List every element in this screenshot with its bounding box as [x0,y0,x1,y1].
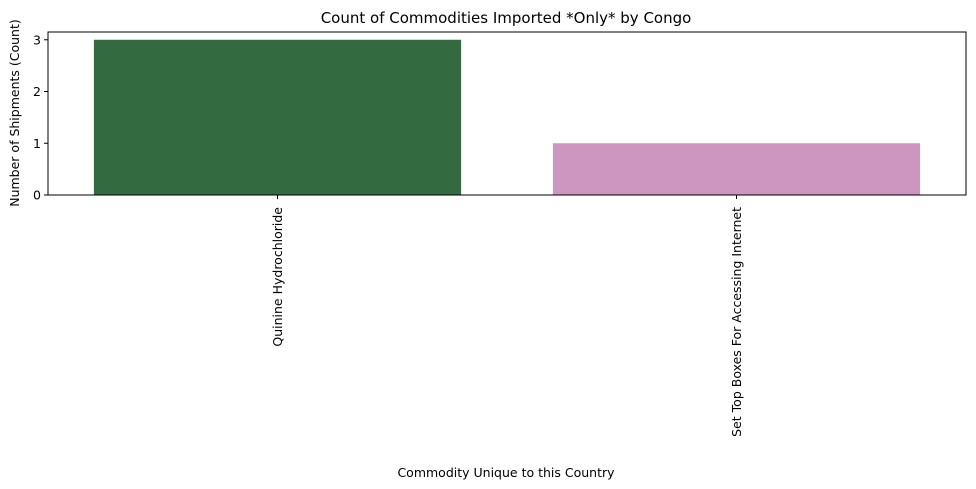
y-tick-label: 1 [33,136,41,151]
plot-frame [47,31,967,196]
x-axis-label: Commodity Unique to this Country [397,465,615,480]
bar-2 [552,143,921,195]
y-tick-label: 2 [33,84,41,99]
plot-area: Quinine Hydrochloride Set Top Boxes For A… [33,32,921,437]
chart-title: Count of Commodities Imported *Only* by … [321,9,692,27]
y-tick-label: 3 [33,32,41,47]
bar-1 [93,39,462,196]
x-tick-label: Set Top Boxes For Accessing Internet [729,207,744,437]
x-tick-label: Quinine Hydrochloride [270,207,285,347]
y-tick-label: 0 [33,188,41,203]
y-axis-label: Number of Shipments (Count) [7,19,22,207]
